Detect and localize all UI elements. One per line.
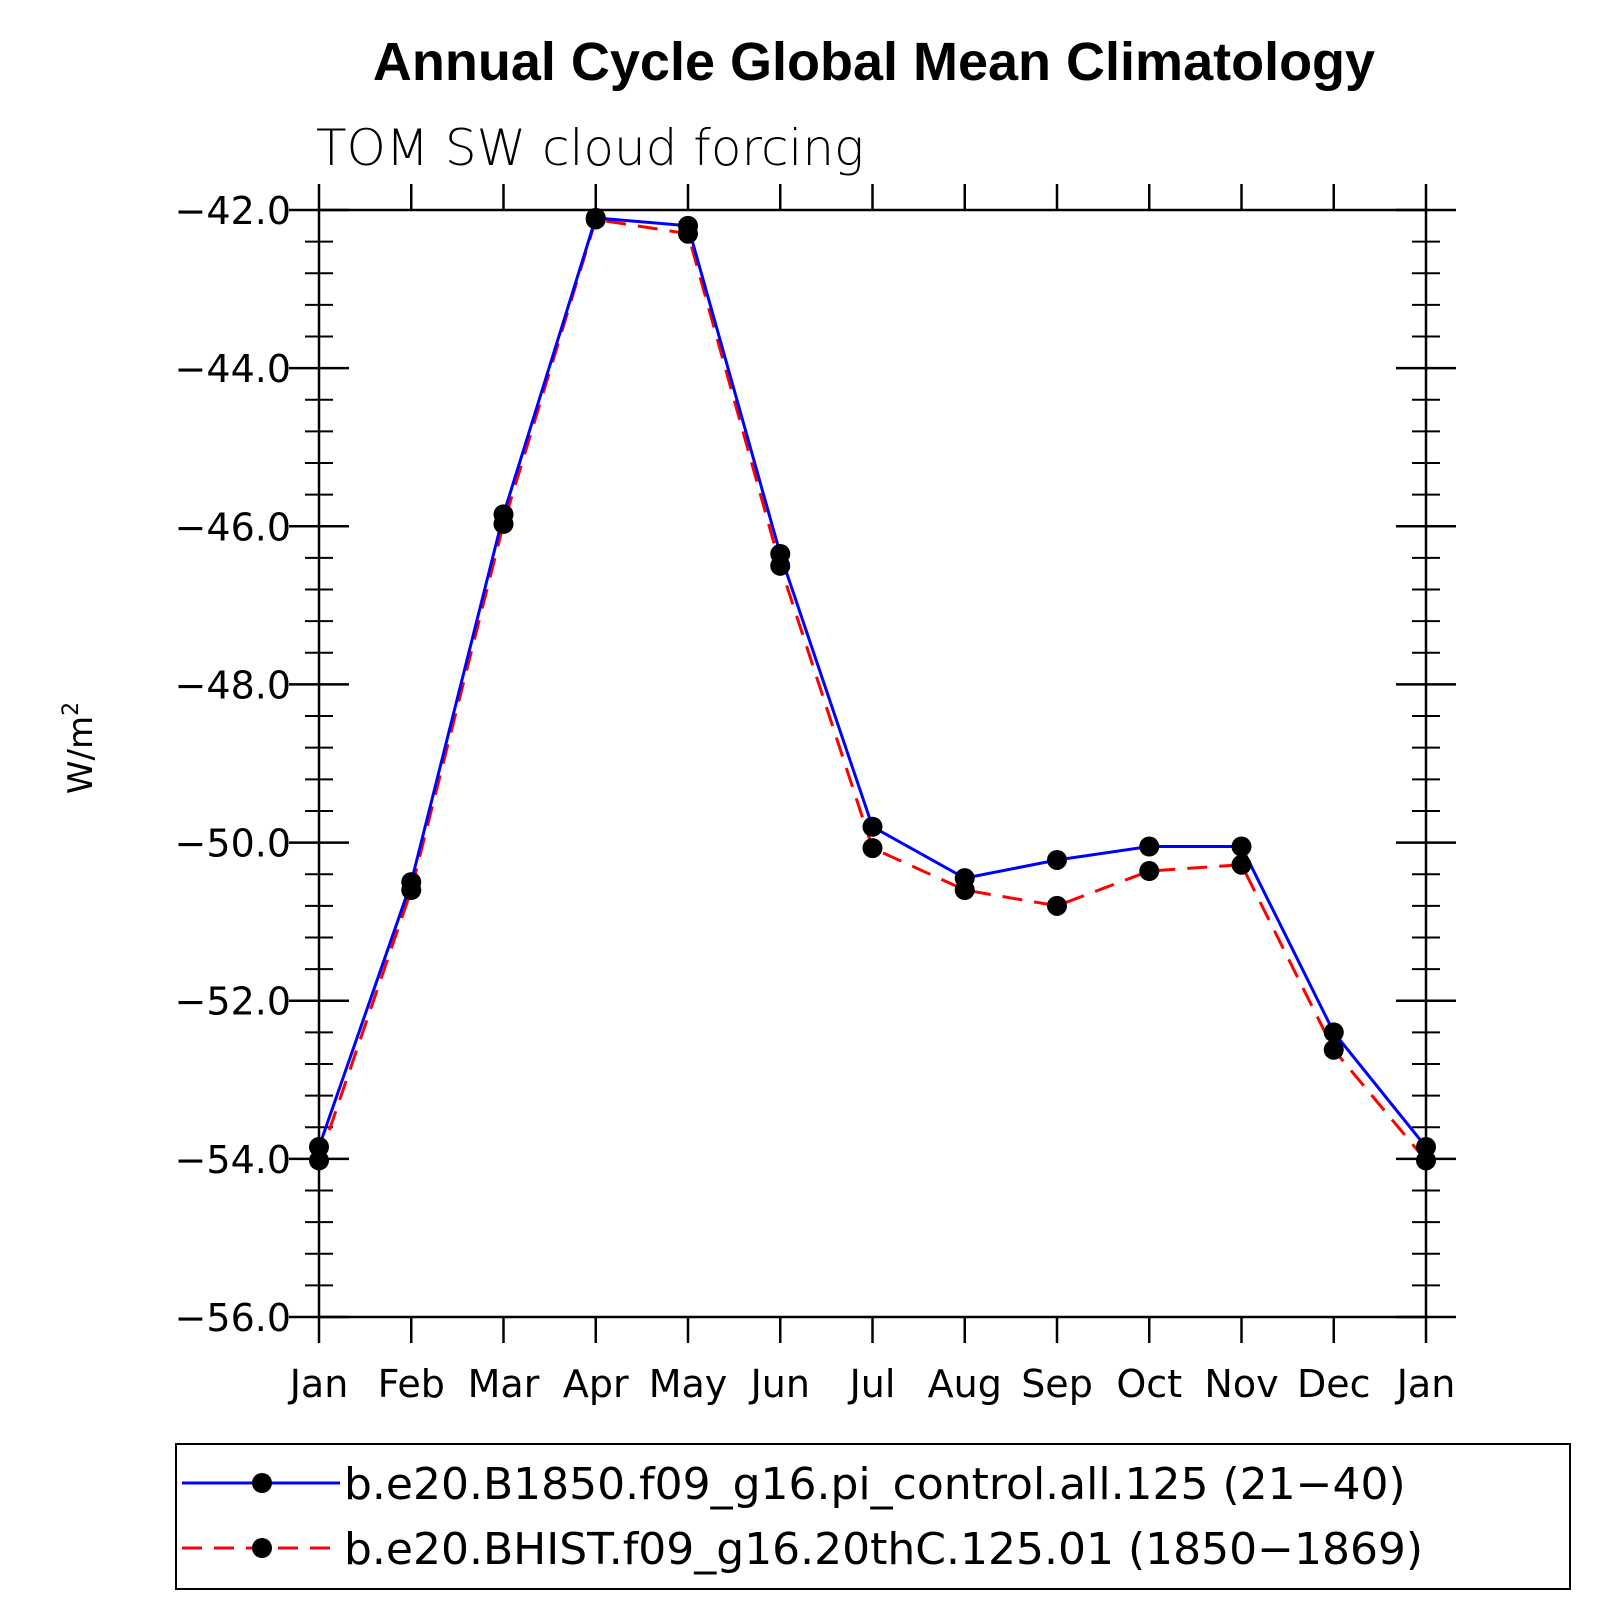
y-tick-label: −46.0 [175, 505, 291, 549]
series-line-1 [317, 216, 1428, 1148]
x-tick-label: Feb [378, 1362, 445, 1406]
y-axis-label: W/m2 [59, 702, 101, 794]
legend: b.e20.B1850.f09_g16.pi_control.all.125 (… [175, 1443, 1571, 1590]
series-2-point [954, 880, 975, 901]
series-2-point [1139, 861, 1160, 882]
series-1-point [862, 816, 883, 837]
legend-box [175, 1443, 1571, 1590]
plot-frame [317, 208, 1428, 1319]
chart-title: Annual Cycle Global Mean Climatology [373, 32, 1375, 92]
series-2-point [1047, 895, 1067, 916]
legend-marker-series-1 [252, 1473, 272, 1493]
series-1-point [1323, 1022, 1344, 1043]
y-tick-label: −52.0 [175, 980, 291, 1024]
series-layer [309, 207, 1436, 1171]
legend-marker-series-2 [252, 1538, 272, 1558]
y-tick-label: −54.0 [175, 1138, 291, 1182]
series-line-2 [317, 217, 1428, 1162]
svg-text:W/m2: W/m2 [59, 702, 101, 794]
x-tick-label: Jan [288, 1362, 349, 1406]
series-2-point [862, 838, 883, 859]
legend-label-series-2: b.e20.BHIST.f09_g16.20thC.125.01 (1850−1… [344, 1524, 1423, 1575]
series-2-point [585, 209, 606, 230]
y-tick-label: −50.0 [175, 822, 291, 866]
series-2-point [1416, 1150, 1436, 1171]
x-tick-label: Jun [749, 1362, 810, 1406]
y-axis-label-text: W/m [61, 716, 101, 794]
y-tick-label: −48.0 [175, 663, 291, 707]
y-axis-label-superscript: 2 [59, 702, 84, 716]
axis-ticks [289, 184, 1456, 1343]
y-tick-label: −42.0 [175, 189, 291, 233]
series-2-point [401, 880, 422, 901]
series-2-point [1323, 1039, 1344, 1060]
axis-tick-labels: Jan Feb Mar Apr May Jun Jul Aug Sep Oct Nov Dec Jan −… [175, 189, 1456, 1406]
x-tick-label: Mar [468, 1362, 540, 1406]
x-tick-label: May [649, 1362, 728, 1406]
series-1-point [1139, 836, 1160, 857]
series-2-point [770, 555, 791, 576]
x-tick-label: Apr [563, 1362, 629, 1406]
series-2-point [678, 223, 698, 244]
series-2-point [1231, 854, 1252, 875]
y-tick-label: −44.0 [175, 347, 291, 391]
x-tick-label: Oct [1116, 1362, 1182, 1406]
chart-subtitle: TOM SW cloud forcing [316, 119, 864, 177]
series-2-point [309, 1150, 329, 1171]
series-1-point [1047, 849, 1067, 870]
series-2-point [493, 513, 514, 534]
x-tick-label: Dec [1297, 1362, 1371, 1406]
legend-label-series-1: b.e20.B1850.f09_g16.pi_control.all.125 (… [344, 1459, 1406, 1510]
series-1-point [1231, 836, 1252, 857]
x-tick-label: Jul [848, 1362, 896, 1406]
x-tick-label: Jan [1395, 1362, 1456, 1406]
x-tick-label: Aug [928, 1362, 1002, 1406]
x-tick-label: Sep [1021, 1362, 1093, 1406]
x-tick-label: Nov [1204, 1362, 1278, 1406]
y-tick-label: −56.0 [175, 1296, 291, 1340]
